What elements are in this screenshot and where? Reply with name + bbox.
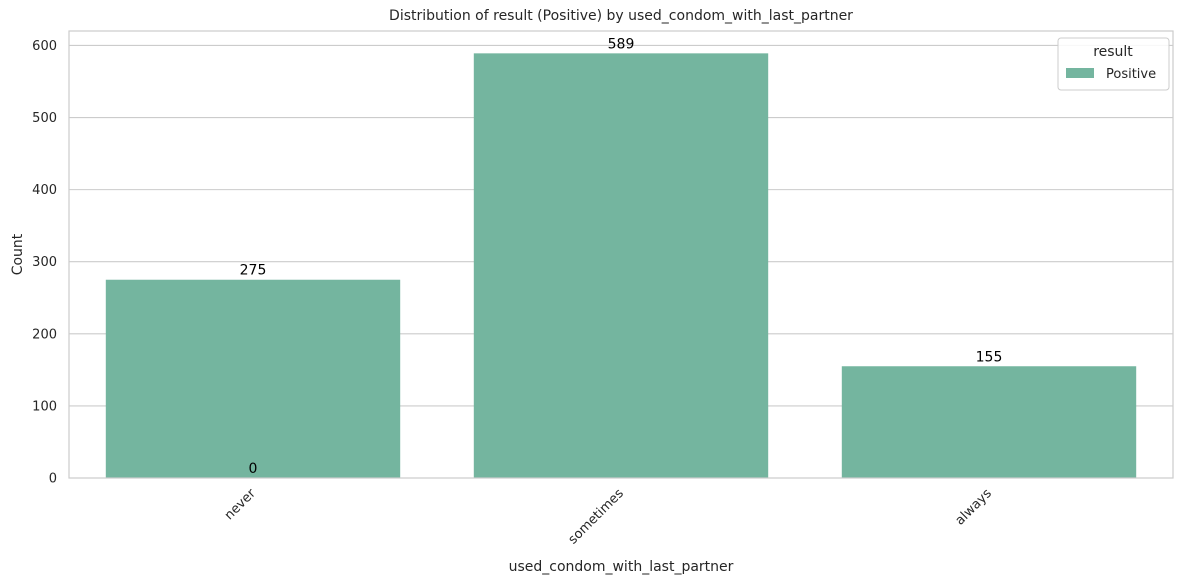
y-tick-label: 200	[32, 327, 57, 342]
data-labels: 275 589 155 0	[240, 36, 1003, 477]
bars	[105, 53, 1137, 478]
x-tick-label: always	[953, 486, 995, 528]
y-tick-label: 0	[49, 472, 57, 487]
y-tick-label: 100	[32, 399, 57, 414]
x-tick-label: never	[222, 486, 259, 523]
x-axis-label: used_condom_with_last_partner	[509, 559, 734, 575]
bar-always	[841, 366, 1137, 478]
y-tick-label: 500	[32, 111, 57, 126]
y-tick-label: 400	[32, 183, 57, 198]
plot-frame	[68, 30, 1174, 479]
data-label-never: 275	[240, 263, 267, 279]
data-label-sometimes: 589	[608, 36, 635, 52]
legend-swatch	[1066, 68, 1094, 78]
bar-never	[105, 279, 401, 478]
legend-entry-positive: Positive	[1106, 67, 1156, 82]
chart-title: Distribution of result (Positive) by use…	[389, 8, 853, 24]
legend-title: result	[1093, 44, 1133, 60]
x-tick-label: sometimes	[566, 486, 627, 547]
data-label-zero: 0	[249, 461, 258, 477]
y-axis-label: Count	[10, 233, 26, 275]
data-label-always: 155	[976, 349, 1003, 365]
y-tick-label: 300	[32, 255, 57, 270]
bar-sometimes	[473, 53, 769, 478]
y-tick-label: 600	[32, 39, 57, 54]
legend: result Positive	[1057, 37, 1170, 91]
